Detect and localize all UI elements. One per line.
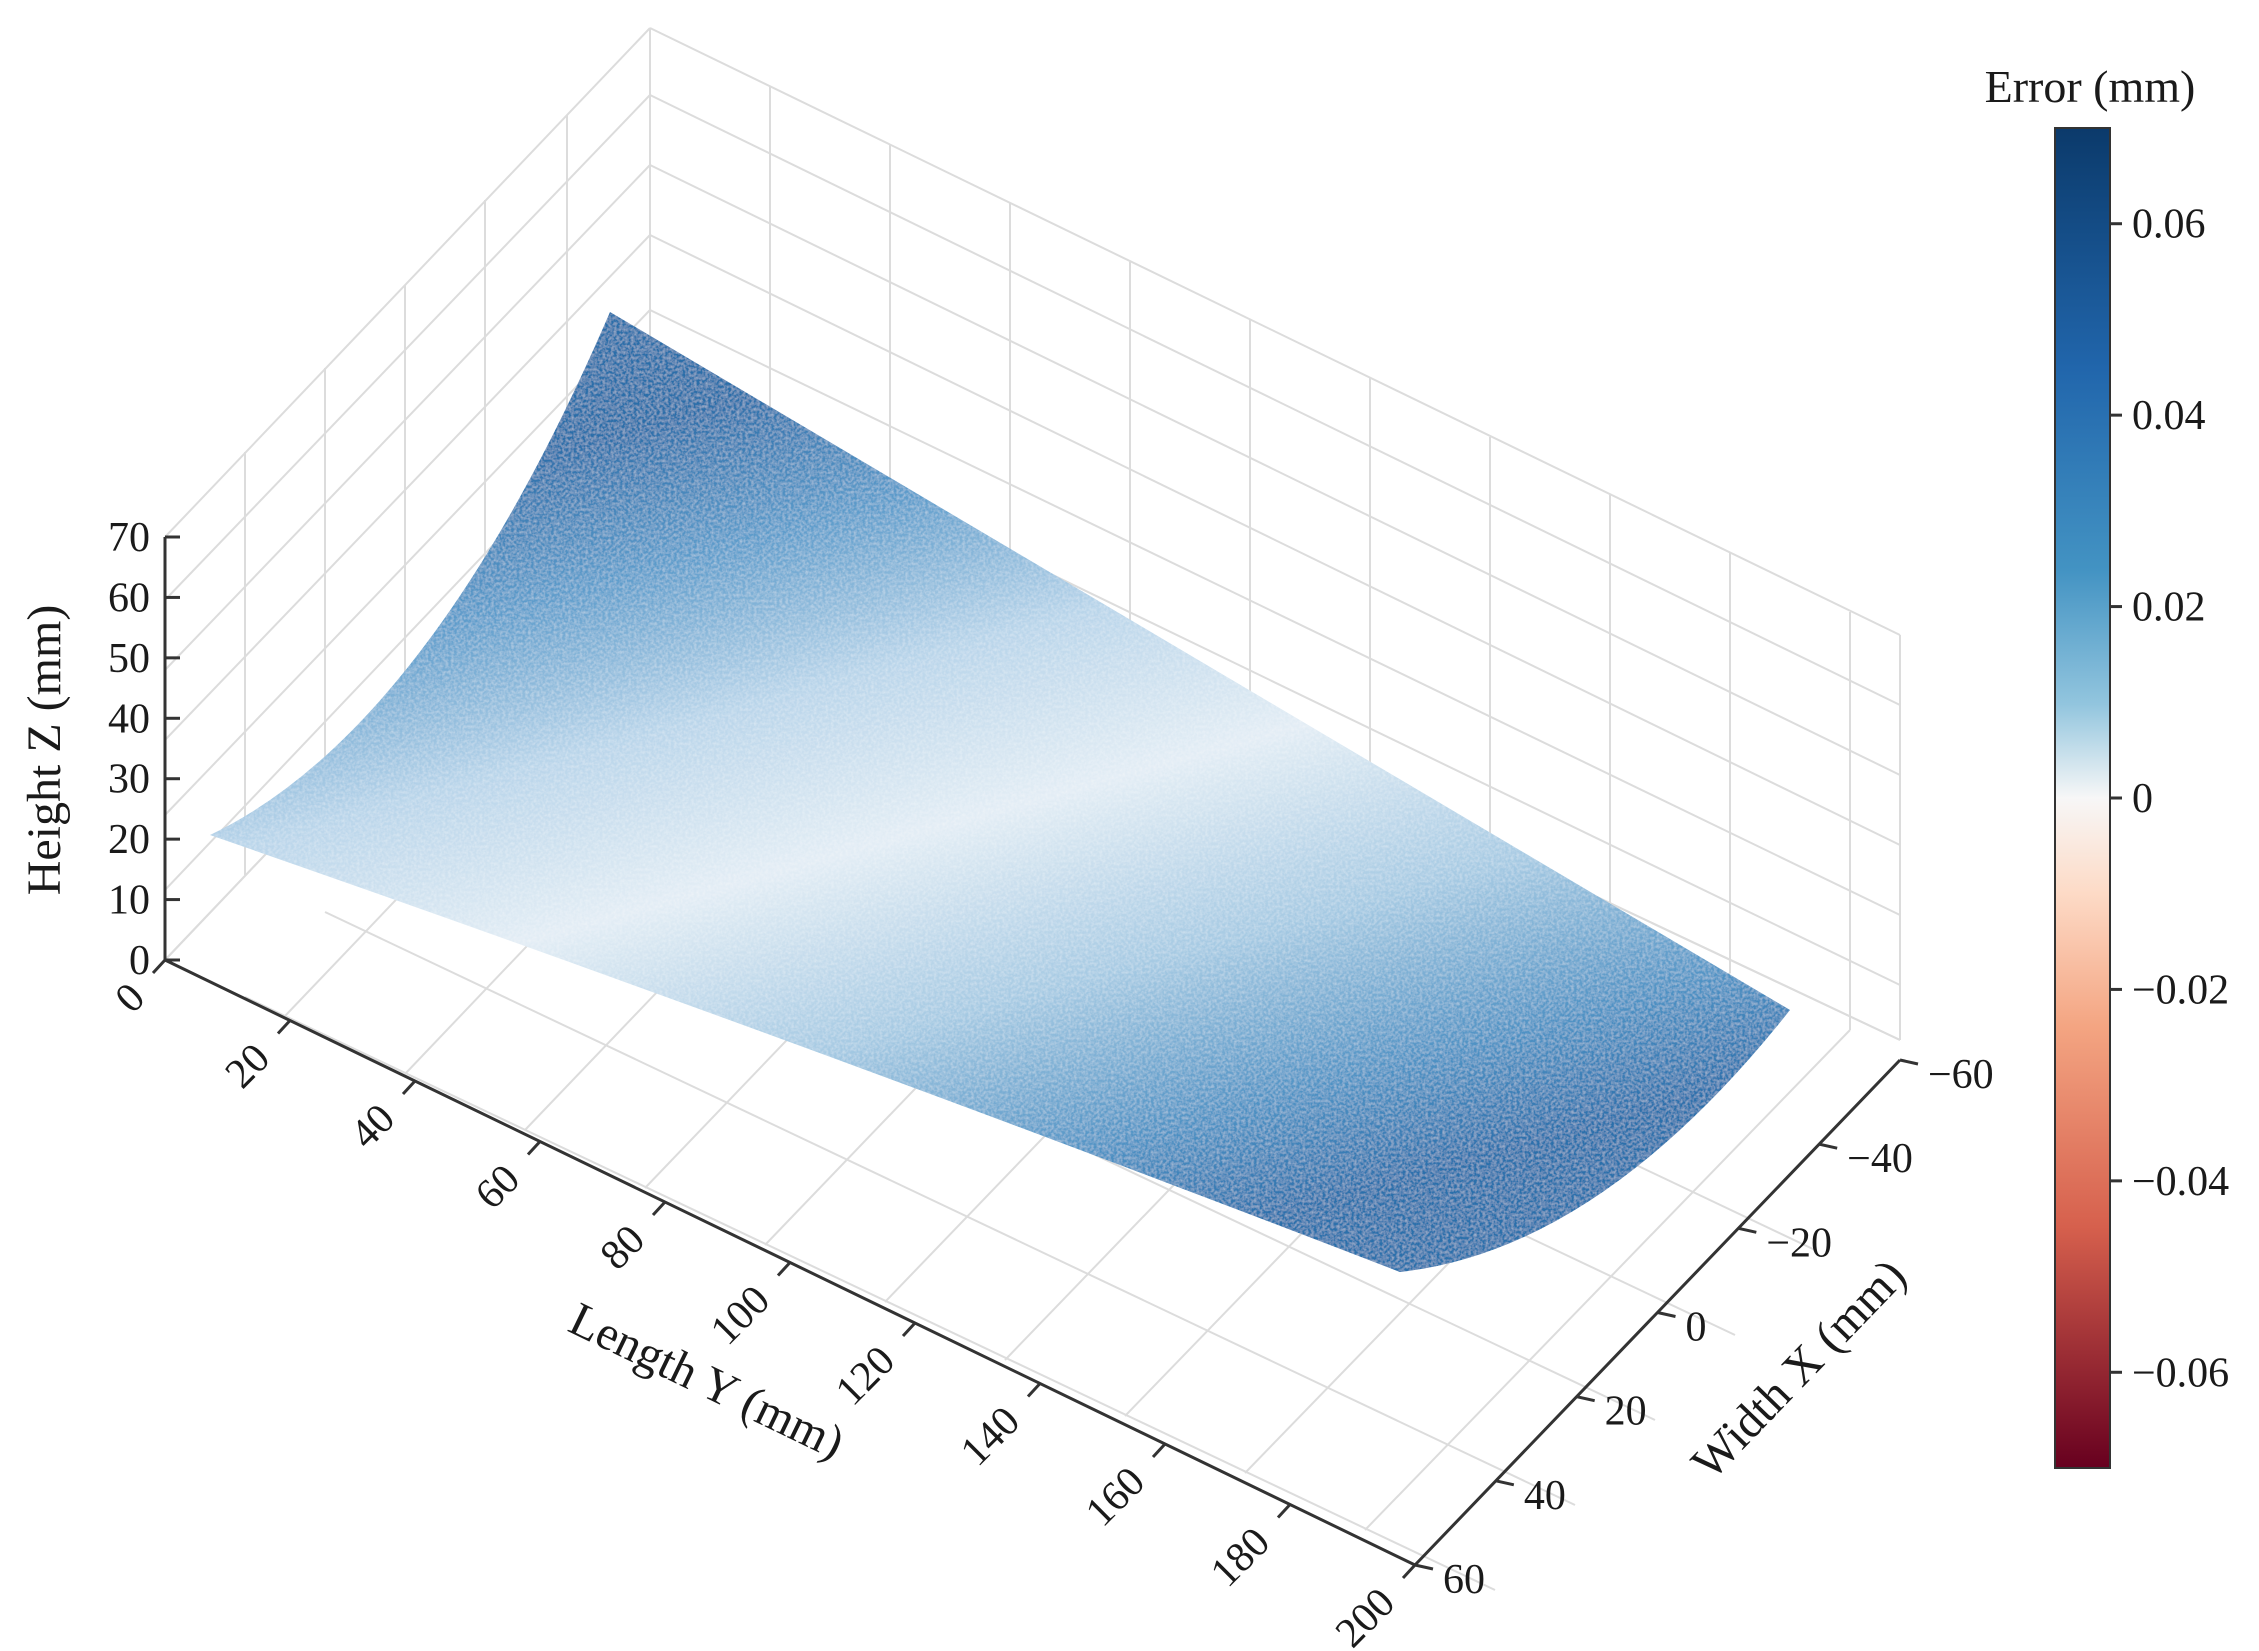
- x-tick-mark: [1576, 1395, 1595, 1403]
- x-tick-label: −60: [1928, 1052, 1994, 1098]
- y-tick-mark: [901, 1321, 917, 1338]
- colorbar-tick-label: 0.02: [2132, 585, 2206, 631]
- colorbar-gradient: [2054, 127, 2111, 1469]
- y-tick-mark: [1026, 1382, 1042, 1398]
- x-tick-label: −40: [1847, 1136, 1913, 1182]
- z-tick-label: 40: [108, 696, 150, 742]
- y-tick-mark: [276, 1019, 292, 1035]
- y-tick-mark: [1401, 1563, 1417, 1580]
- x-tick-label: 40: [1524, 1473, 1566, 1519]
- x-tick-label: 60: [1443, 1557, 1485, 1603]
- x-tick-label: 20: [1605, 1389, 1647, 1435]
- y-tick-label: 100: [702, 1277, 779, 1354]
- x-tick-mark: [1899, 1058, 1919, 1066]
- z-tick-label: 10: [108, 878, 150, 924]
- y-tick-label: 180: [1202, 1519, 1279, 1596]
- x-tick-mark: [1818, 1142, 1838, 1150]
- y-tick-mark: [526, 1140, 542, 1156]
- x-tick-mark: [1495, 1479, 1515, 1487]
- colorbar-tick-label: 0.04: [2132, 393, 2206, 439]
- z-tick-label: 30: [108, 757, 150, 803]
- x-axis-label: Width X (mm): [1681, 1249, 1916, 1490]
- z-tick-label: 0: [129, 938, 150, 984]
- y-tick-mark: [776, 1261, 792, 1277]
- y-tick-label: 140: [952, 1398, 1029, 1475]
- z-tick-label: 50: [108, 636, 150, 682]
- x-tick-mark: [1414, 1563, 1434, 1571]
- y-tick-mark: [1151, 1442, 1167, 1459]
- y-tick-label: 80: [592, 1217, 654, 1279]
- y-tick-mark: [151, 958, 167, 975]
- z-tick-label: 60: [108, 575, 150, 621]
- colorbar-label: Error (mm): [1985, 61, 2196, 112]
- colorbar-tick-label: 0: [2132, 776, 2153, 822]
- x-tick-mark: [1657, 1311, 1676, 1318]
- x-tick-mark: [1738, 1226, 1757, 1234]
- z-tick-label: 70: [108, 515, 150, 561]
- y-tick-label: 20: [217, 1035, 279, 1097]
- colorbar-tick-label: 0.06: [2132, 202, 2206, 248]
- colorbar-tick-label: −0.02: [2132, 967, 2229, 1013]
- y-tick-label: 200: [1327, 1580, 1404, 1651]
- y-tick-label: 120: [827, 1338, 904, 1415]
- error-surface: [210, 312, 1790, 1272]
- y-tick-label: 160: [1077, 1459, 1154, 1536]
- y-tick-label: 60: [467, 1156, 529, 1218]
- y-tick-mark: [401, 1079, 417, 1096]
- surface: [210, 312, 1790, 1272]
- x-tick-label: 0: [1686, 1305, 1707, 1351]
- colorbar-tick-label: −0.06: [2132, 1350, 2229, 1396]
- y-tick-label: 40: [342, 1096, 404, 1158]
- z-tick-label: 20: [108, 817, 150, 863]
- colorbar: Error (mm) 0.06 0.04 0.02 0 −0.02 −0.04 −0.06: [1985, 61, 2229, 1469]
- y-tick-mark: [651, 1200, 667, 1217]
- z-axis-label: Height Z (mm): [18, 605, 71, 896]
- z-axis: 0 10 20 30 40 50 60 70 Height Z (mm): [18, 515, 180, 984]
- x-tick-label: −20: [1766, 1220, 1832, 1266]
- y-tick-mark: [1276, 1503, 1292, 1519]
- colorbar-tick-label: −0.04: [2132, 1159, 2229, 1205]
